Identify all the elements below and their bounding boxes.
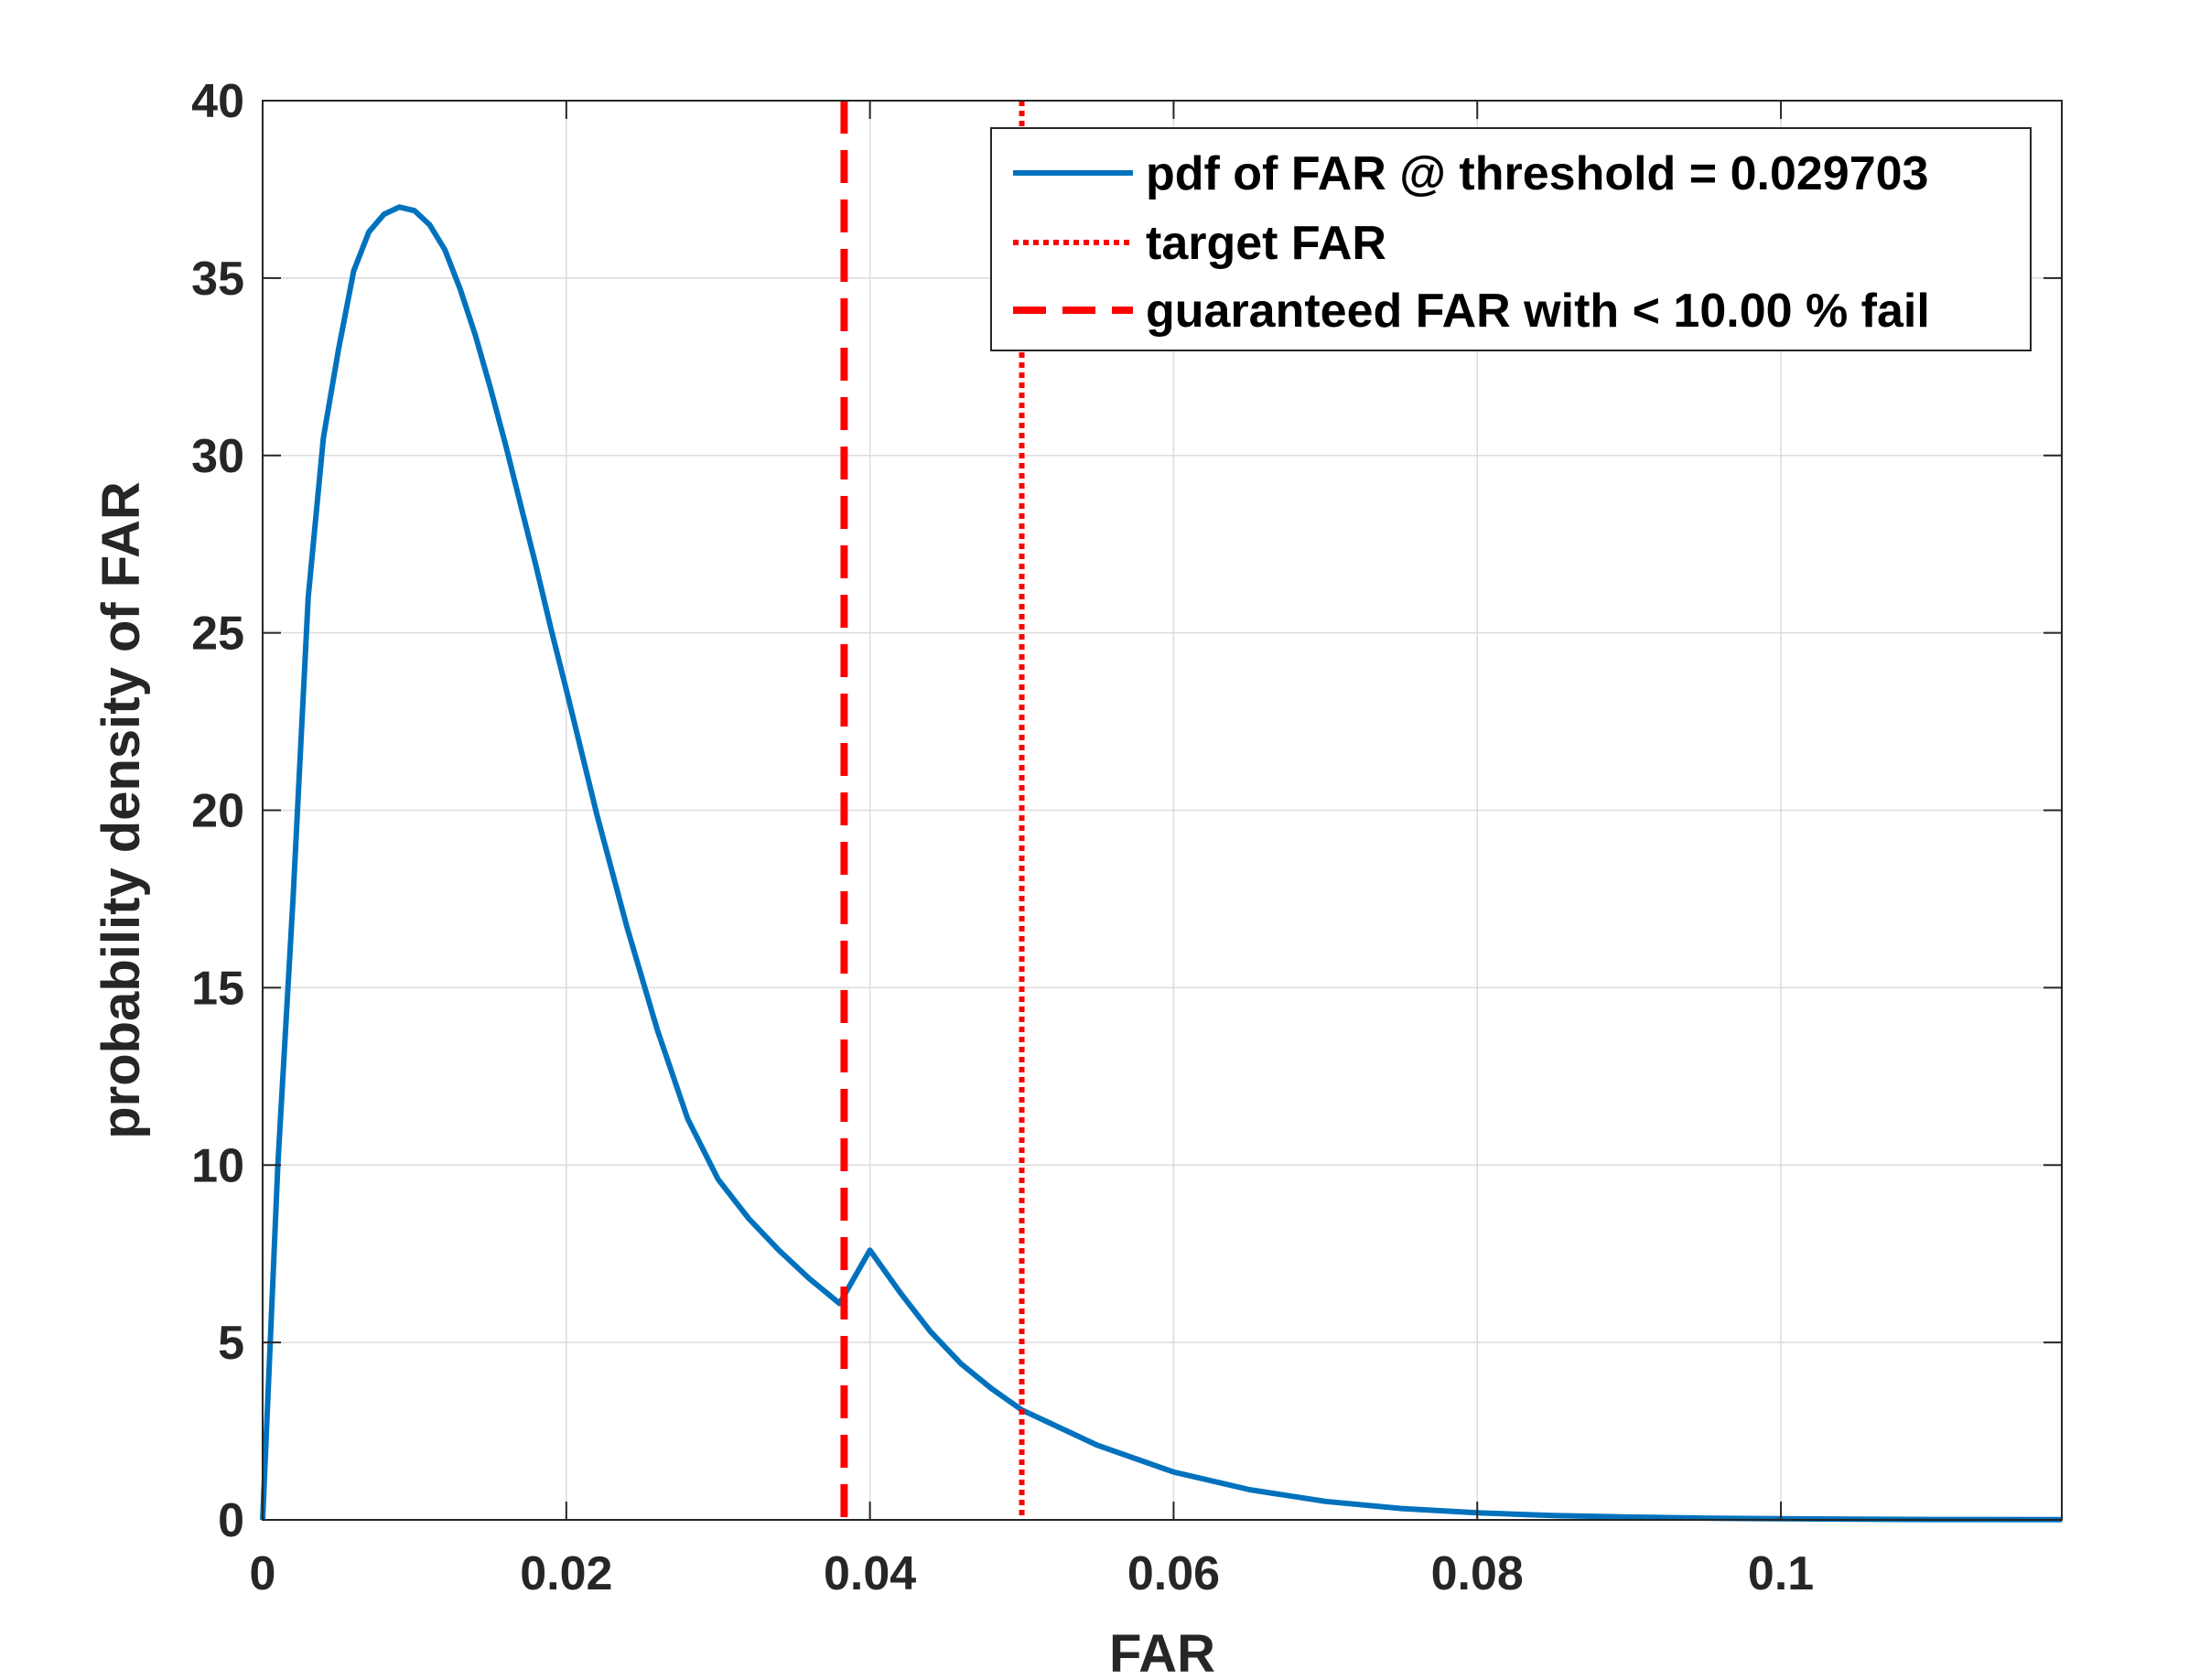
- pdf-curve: [260, 204, 2063, 1523]
- y-tick-label: 15: [191, 962, 244, 1015]
- x-tick-label: 0.02: [520, 1547, 612, 1600]
- y-axis-title: probability density of FAR: [92, 481, 151, 1139]
- axis-ticks: 0 0.02 0.04 0.06 0.08 0.1 0 5 10 15 20 25 30 35 40: [191, 75, 2062, 1600]
- y-tick-label: 25: [191, 608, 244, 661]
- x-tick-label: 0: [250, 1547, 276, 1600]
- legend-label-guaranteed-far: guaranteed FAR with < 10.00 % fail: [1146, 285, 1930, 338]
- y-tick-label: 0: [218, 1494, 244, 1547]
- x-axis-title: FAR: [1109, 1624, 1215, 1680]
- legend-box: [990, 127, 2032, 351]
- y-tick-label: 20: [191, 785, 244, 838]
- x-tick-label: 0.04: [824, 1547, 916, 1600]
- y-tick-label: 10: [191, 1139, 244, 1192]
- x-tick-label: 0.08: [1431, 1547, 1524, 1600]
- x-tick-label: 0.1: [1748, 1547, 1814, 1600]
- x-tick-label: 0.06: [1127, 1547, 1220, 1600]
- legend-label-pdf: pdf of FAR @ threshold = 0.029703: [1146, 147, 1928, 200]
- y-tick-label: 40: [191, 75, 244, 128]
- y-tick-label: 5: [218, 1317, 244, 1370]
- legend: pdf of FAR @ threshold = 0.029703 target…: [990, 127, 2032, 351]
- y-tick-label: 30: [191, 430, 244, 483]
- y-tick-label: 35: [191, 253, 244, 306]
- legend-label-target-far: target FAR: [1146, 217, 1386, 270]
